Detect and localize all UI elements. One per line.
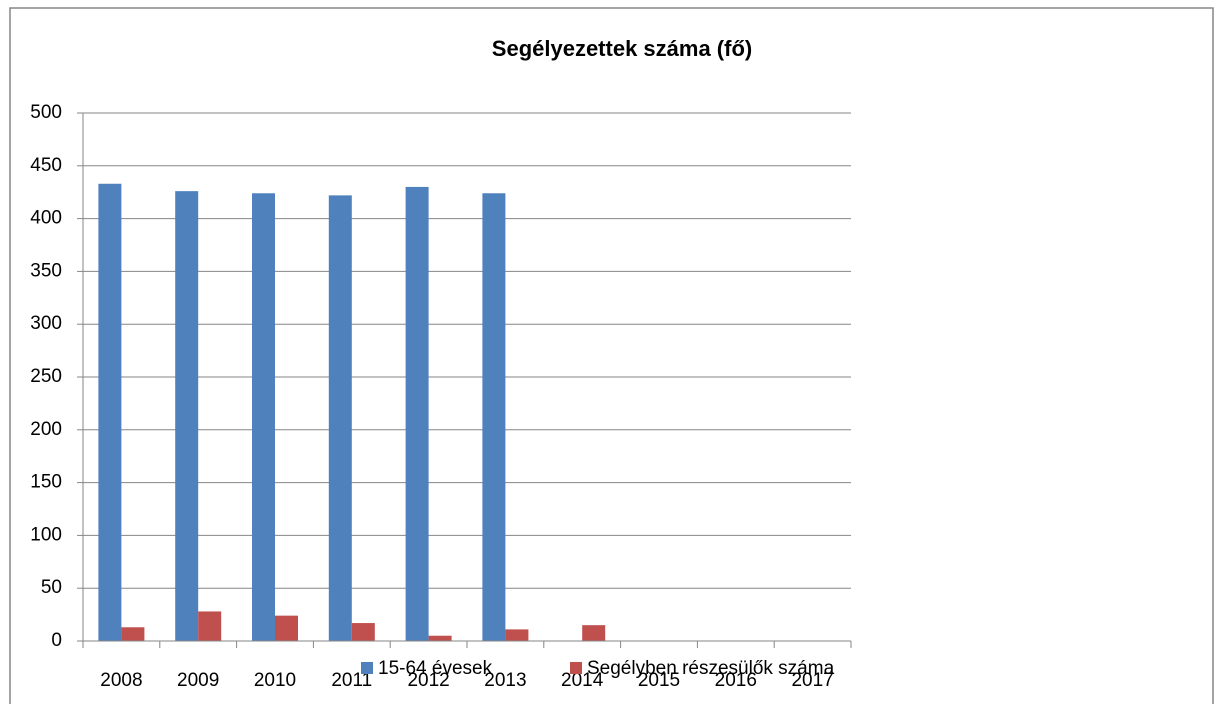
x-tick-label: 2014 xyxy=(561,670,604,691)
y-tick-label: 400 xyxy=(30,208,62,229)
y-tick-label: 0 xyxy=(51,630,62,651)
x-tick-label: 2011 xyxy=(331,670,372,691)
bar xyxy=(275,615,298,641)
bar xyxy=(351,623,375,641)
chart-title: Segélyezettek száma (fő) xyxy=(492,36,752,61)
x-tick-label: 2017 xyxy=(791,670,833,691)
y-tick-label: 200 xyxy=(30,419,62,440)
y-tick-label: 50 xyxy=(41,577,62,598)
x-tick-label: 2012 xyxy=(407,670,449,691)
bar xyxy=(252,193,275,642)
legend-swatch xyxy=(361,662,373,674)
bar xyxy=(505,629,529,641)
y-tick-label: 100 xyxy=(30,524,62,545)
x-tick-label: 2008 xyxy=(100,670,142,691)
bar xyxy=(328,195,352,642)
bar xyxy=(198,611,222,641)
y-tick-label: 300 xyxy=(30,313,62,334)
bar xyxy=(121,627,145,641)
x-tick-label: 2016 xyxy=(715,670,757,691)
y-tick-label: 450 xyxy=(30,155,62,176)
bar xyxy=(428,635,452,641)
bar xyxy=(582,625,606,641)
bar xyxy=(405,186,429,642)
y-tick-label: 150 xyxy=(30,472,62,493)
x-tick-label: 2015 xyxy=(638,670,680,691)
x-tick-label: 2009 xyxy=(177,670,219,691)
legend-swatch xyxy=(570,662,582,674)
bar xyxy=(175,191,199,642)
legend-label: Segélyben részesülők száma xyxy=(587,658,835,679)
y-tick-label: 500 xyxy=(30,102,62,123)
bar xyxy=(98,183,122,641)
legend-label: 15-64 évesek xyxy=(378,658,493,679)
y-tick-label: 350 xyxy=(30,260,62,281)
x-tick-label: 2010 xyxy=(254,670,296,691)
y-tick-label: 250 xyxy=(30,366,62,387)
bar xyxy=(482,193,506,642)
x-tick-label: 2013 xyxy=(484,670,526,691)
